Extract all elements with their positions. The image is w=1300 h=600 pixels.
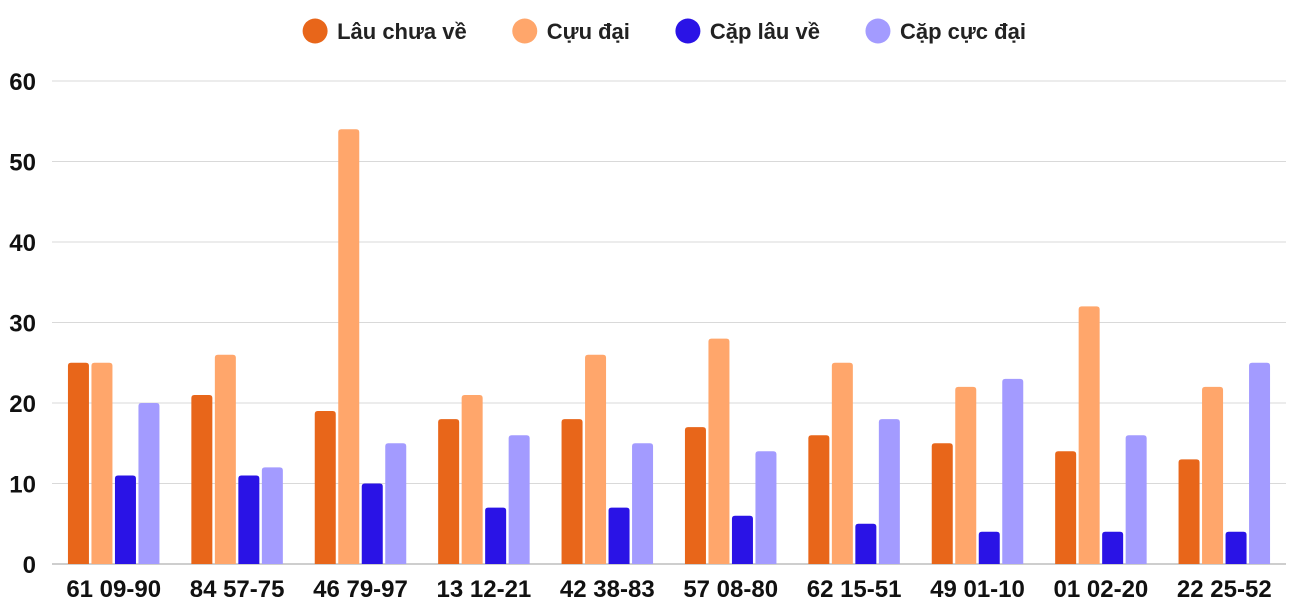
x-tick-label: 01 02-20: [1054, 576, 1149, 600]
bar: [1178, 459, 1200, 564]
bar: [385, 443, 407, 564]
bar: [731, 515, 753, 564]
x-tick-label: 61 09-90: [66, 576, 161, 600]
y-tick-label: 20: [9, 391, 36, 418]
legend-label: Lâu chưa về: [337, 19, 467, 44]
bar: [931, 443, 953, 564]
bar: [1125, 435, 1147, 564]
gridlines: [52, 80, 1286, 565]
bar: [67, 362, 89, 564]
bar: [314, 411, 336, 564]
y-tick-label: 50: [9, 150, 36, 177]
bar: [855, 523, 877, 564]
bar: [1249, 362, 1271, 564]
y-tick-label: 40: [9, 230, 36, 257]
x-tick-label: 62 15-51: [807, 576, 902, 600]
legend-item[interactable]: Lâu chưa về: [302, 18, 467, 45]
bar: [585, 354, 607, 564]
bar: [1102, 531, 1124, 564]
bar: [831, 362, 853, 564]
x-tick-label: 22 25-52: [1177, 576, 1272, 600]
legend-item[interactable]: Cặp cực đại: [865, 18, 1026, 45]
y-axis: 0 10 20 30 40 50 60: [9, 69, 36, 579]
bar: [485, 507, 507, 564]
bar: [1225, 531, 1247, 564]
bar: [632, 443, 654, 564]
x-tick-label: 57 08-80: [683, 576, 778, 600]
bar: [338, 129, 360, 565]
x-axis: 61 09-90 84 57-75 46 79-97 13 12-21 42 38-83…: [66, 576, 1271, 600]
legend-item[interactable]: Cặp lâu về: [675, 18, 820, 45]
bar: [508, 435, 530, 564]
legend-swatch: [865, 18, 891, 44]
bar: [91, 362, 113, 564]
bar: [708, 338, 730, 564]
bar: [191, 394, 213, 564]
x-tick-label: 84 57-75: [190, 576, 285, 600]
legend-label: Cựu đại: [547, 19, 630, 44]
y-tick-label: 0: [23, 552, 36, 579]
x-tick-label: 13 12-21: [437, 576, 532, 600]
legend-label: Cặp lâu về: [710, 19, 820, 44]
bar: [261, 467, 283, 564]
bar: [1078, 306, 1100, 564]
x-tick-label: 49 01-10: [930, 576, 1025, 600]
legend-swatch: [302, 18, 328, 44]
bars: [67, 129, 1271, 565]
bar: [1055, 451, 1077, 564]
bar: [1202, 386, 1224, 564]
bar: [755, 451, 777, 564]
bar: [214, 354, 236, 564]
legend: Lâu chưa về Cựu đại Cặp lâu về Cặp cực đại: [302, 18, 1026, 45]
bar: [438, 419, 460, 564]
bar: [361, 483, 383, 564]
bar: [461, 394, 483, 564]
y-tick-label: 10: [9, 472, 36, 499]
y-tick-label: 30: [9, 311, 36, 338]
bar: [608, 507, 630, 564]
bar: [878, 419, 900, 564]
y-tick-label: 60: [9, 69, 36, 96]
bar: [684, 427, 706, 564]
bar: [1002, 378, 1024, 564]
legend-swatch: [675, 18, 701, 44]
legend-swatch: [512, 18, 538, 44]
x-tick-label: 42 38-83: [560, 576, 655, 600]
bar: [238, 475, 260, 564]
bar: [114, 475, 136, 564]
bar: [808, 435, 830, 564]
legend-item[interactable]: Cựu đại: [512, 18, 630, 45]
bar: [138, 403, 160, 564]
x-tick-label: 46 79-97: [313, 576, 408, 600]
bar: [955, 386, 977, 564]
legend-label: Cặp cực đại: [900, 19, 1026, 44]
bar: [561, 419, 583, 564]
bar: [978, 531, 1000, 564]
